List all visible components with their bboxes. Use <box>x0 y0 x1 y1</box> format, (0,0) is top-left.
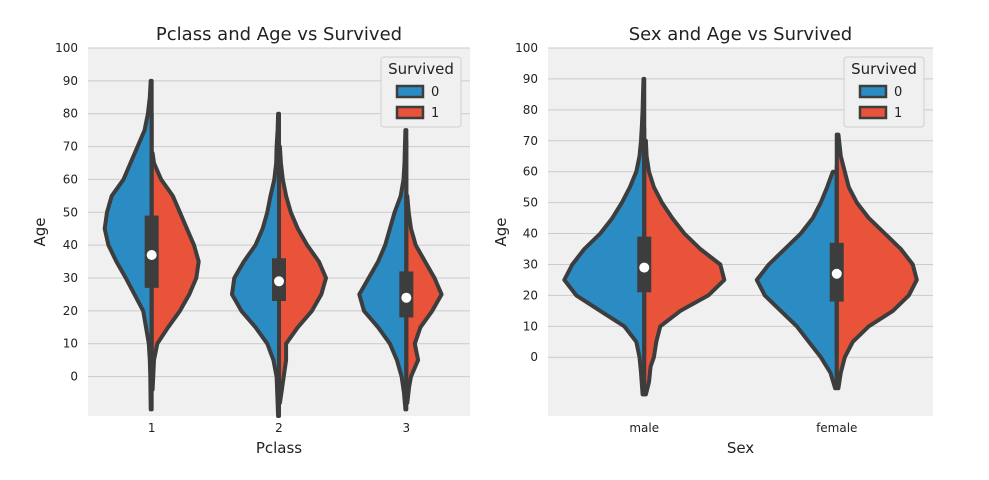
violin-female <box>754 132 919 391</box>
legend-title: Survived <box>851 60 917 78</box>
y-tick-label: 0 <box>530 350 538 364</box>
legend: Survived 0 1 <box>380 56 462 128</box>
y-tick-label: 100 <box>55 41 78 55</box>
legend: Survived 0 1 <box>843 56 925 128</box>
median-point <box>274 276 284 287</box>
y-tick-label: 50 <box>523 196 538 210</box>
legend-swatch-0 <box>395 84 425 99</box>
violin-3 <box>357 128 444 412</box>
y-axis-label: Age <box>492 217 510 246</box>
y-ticks: 0 10 20 30 40 50 60 70 80 90 100 <box>55 41 78 384</box>
y-ticks: 0 10 20 30 40 50 60 70 80 90 100 <box>515 41 538 364</box>
x-ticks: male female <box>629 421 857 435</box>
violins <box>562 76 919 397</box>
y-tick-label: 70 <box>63 140 78 154</box>
median-point <box>639 262 650 273</box>
y-tick-label: 60 <box>523 165 538 179</box>
y-tick-label: 40 <box>523 227 538 241</box>
legend-label-0: 0 <box>894 85 902 100</box>
y-tick-label: 40 <box>63 238 78 252</box>
median-point <box>831 268 842 279</box>
violin-half-1 <box>834 132 919 391</box>
y-tick-label: 50 <box>63 205 78 219</box>
violin-half-0 <box>754 169 839 391</box>
y-tick-label: 0 <box>70 370 78 384</box>
x-tick-label: 2 <box>275 421 283 435</box>
legend-label-0: 0 <box>431 85 439 100</box>
violin-half-0 <box>562 76 647 397</box>
violin-half-1 <box>277 144 328 405</box>
violins <box>102 78 444 418</box>
y-tick-label: 80 <box>523 103 538 117</box>
y-tick-label: 30 <box>63 271 78 285</box>
violin-1 <box>102 78 201 412</box>
y-tick-label: 30 <box>523 257 538 271</box>
y-tick-label: 60 <box>63 172 78 186</box>
violin-half-1 <box>642 138 727 397</box>
y-tick-label: 80 <box>63 107 78 121</box>
x-axis-label: Pclass <box>256 439 302 457</box>
legend-swatch-1 <box>858 105 888 120</box>
x-tick-label: female <box>816 421 857 435</box>
y-tick-label: 20 <box>523 288 538 302</box>
legend-title: Survived <box>388 60 454 78</box>
x-tick-label: 1 <box>148 421 156 435</box>
legend-label-1: 1 <box>894 106 902 121</box>
y-tick-label: 10 <box>523 319 538 333</box>
violin-half-0 <box>102 78 154 412</box>
median-point <box>401 292 412 303</box>
legend-swatch-0 <box>858 84 888 99</box>
x-ticks: 1 2 3 <box>148 421 410 435</box>
y-tick-label: 20 <box>63 304 78 318</box>
y-axis-label: Age <box>31 217 49 246</box>
violin-half-0 <box>230 111 281 418</box>
violin-male <box>562 76 727 397</box>
y-tick-label: 90 <box>523 72 538 86</box>
x-tick-label: 3 <box>403 421 411 435</box>
violin-half-1 <box>149 151 201 392</box>
legend-swatch-1 <box>395 105 425 120</box>
chart-title: Pclass and Age vs Survived <box>156 24 402 45</box>
x-axis-label: Sex <box>727 439 754 457</box>
y-tick-label: 70 <box>523 134 538 148</box>
x-tick-label: male <box>629 421 659 435</box>
y-tick-label: 100 <box>515 41 538 55</box>
violin-2 <box>230 111 328 418</box>
y-tick-label: 10 <box>63 337 78 351</box>
median-point <box>146 250 157 260</box>
legend-label-1: 1 <box>431 106 439 121</box>
y-tick-label: 90 <box>63 74 78 88</box>
chart-title: Sex and Age vs Survived <box>629 24 852 45</box>
